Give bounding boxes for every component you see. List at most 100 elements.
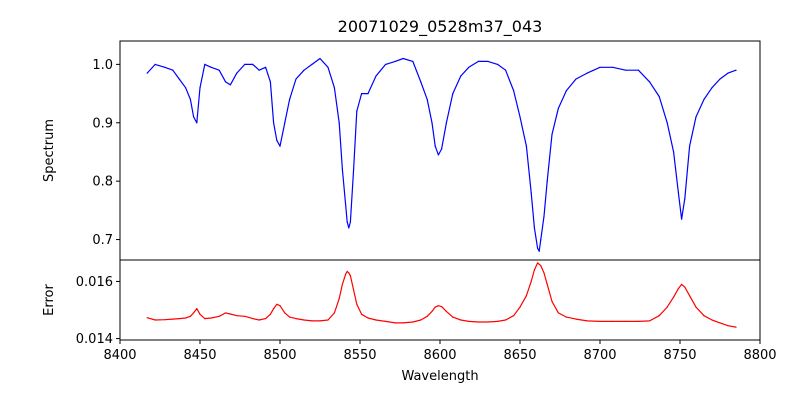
error-data-point: [189, 315, 191, 317]
spectrum-data-point: [341, 168, 343, 171]
spectrum-data-point: [719, 78, 721, 80]
spectrum-data-point: [599, 66, 601, 68]
error-data-point: [612, 320, 614, 322]
error-data-point: [477, 321, 479, 323]
error-data-point: [735, 326, 737, 328]
error-data-point: [525, 295, 528, 297]
spectrum-data-point: [204, 63, 206, 65]
error-data-point: [265, 318, 267, 320]
error-data-point: [513, 315, 515, 317]
error-data-point: [441, 306, 443, 308]
spectrum-data-point: [244, 63, 246, 65]
spectrum-data-point: [431, 122, 433, 124]
x-tick-label: 8800: [743, 348, 776, 363]
spectrum-data-point: [684, 198, 686, 200]
spectrum-data-point: [269, 81, 271, 83]
spectrum-data-point: [437, 154, 439, 156]
spectrum-data-point: [345, 203, 347, 206]
spectrum-data-point: [338, 122, 340, 124]
y-tick-label: 0.7: [92, 233, 113, 248]
error-data-point: [367, 317, 369, 319]
spectrum-data-point: [565, 90, 568, 92]
spectrum-data-point: [193, 116, 195, 118]
spectrum-data-point: [546, 180, 548, 182]
spectrum-data-point: [385, 63, 387, 65]
spectrum-data-point: [658, 95, 660, 98]
spectrum-data-point: [349, 221, 351, 223]
spectrum-data-point: [185, 87, 187, 89]
spectrum-data-point: [154, 63, 156, 65]
error-data-point: [689, 295, 691, 297]
error-data-point: [225, 312, 227, 314]
error-data-point: [505, 319, 507, 321]
spectrum-data-point: [505, 69, 507, 71]
spectrum-data-point: [530, 192, 532, 194]
error-data-point: [356, 303, 358, 305]
spectrum-data-point: [279, 145, 281, 147]
x-tick-label: 8550: [343, 348, 376, 363]
error-data-point: [586, 320, 588, 322]
x-tick-label: 8450: [183, 348, 216, 363]
spectrum-data-point: [525, 145, 528, 147]
error-data-point: [658, 315, 660, 317]
x-tick-label: 8700: [583, 348, 616, 363]
plot-frame: [119, 259, 761, 341]
spectrum-data-point: [199, 87, 201, 89]
spectrum-data-point: [284, 122, 286, 124]
y-tick-label: 0.016: [76, 275, 113, 290]
error-data-point: [431, 310, 433, 312]
spectrum-data-point: [612, 66, 614, 68]
spectrum-data-point: [412, 60, 414, 63]
spectrum-data-point: [402, 57, 404, 60]
spectrum-data-point: [637, 69, 640, 71]
spectrum-data-point: [487, 60, 489, 63]
error-data-point: [637, 320, 640, 322]
x-tick-label: 8500: [263, 348, 296, 363]
error-data-point: [333, 312, 335, 314]
error-data-point: [236, 315, 238, 317]
spectrum-data-point: [252, 63, 254, 65]
error-data-point: [551, 300, 553, 302]
spectrum-data-point: [218, 69, 220, 71]
error-data-point: [185, 317, 187, 319]
y-tick-label: 0.8: [92, 175, 113, 190]
error-data-point: [434, 306, 436, 308]
chart-title: 20071029_0528m37_043: [338, 17, 543, 37]
error-data-point: [727, 325, 729, 327]
spectrum-data-point: [426, 98, 428, 100]
spectrum-data-point: [586, 72, 588, 74]
spectrum-data-point: [519, 116, 521, 118]
spectrum-data-point: [538, 250, 540, 252]
spectrum-data-point: [434, 145, 436, 147]
y-tick-label: 0.014: [76, 332, 113, 347]
spectrum-data-point: [311, 63, 313, 65]
spectrum-data-point: [575, 78, 577, 80]
error-data-point: [402, 322, 404, 324]
error-data-point: [625, 320, 627, 322]
spectrum-data-point: [445, 122, 447, 124]
spectrum-data-point: [727, 72, 729, 74]
error-data-point: [460, 319, 462, 321]
error-data-point: [426, 315, 428, 317]
error-data-point: [540, 265, 542, 267]
spectrum-data-point: [420, 81, 422, 83]
error-data-point: [244, 315, 246, 317]
spectrum-data-point: [178, 78, 180, 80]
spectrum-data-point: [681, 218, 683, 220]
error-data-point: [649, 320, 651, 322]
error-data-point: [273, 308, 275, 310]
spectrum-data-point: [276, 139, 278, 141]
spectrum-data-point: [557, 107, 560, 109]
spectrum-data-point: [327, 66, 329, 68]
spectrum-data-point: [543, 215, 545, 217]
error-data-point: [412, 321, 414, 323]
x-tick-label: 8750: [663, 348, 696, 363]
error-data-point: [695, 306, 697, 308]
x-axis-label: Wavelength: [401, 369, 478, 384]
spectrum-data-point: [258, 69, 260, 71]
spectrum-data-point: [146, 72, 148, 74]
error-series-line: [147, 262, 737, 328]
y-axis-label: Error: [42, 284, 57, 316]
error-data-point: [375, 319, 377, 321]
